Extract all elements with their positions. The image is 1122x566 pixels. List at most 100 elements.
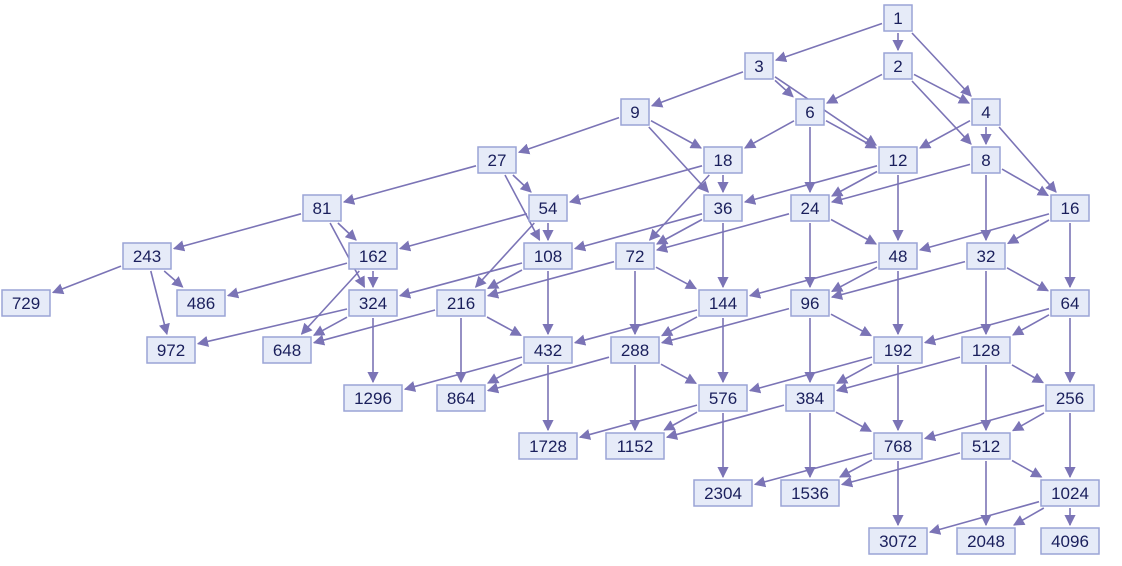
node-2048: 2048 — [956, 527, 1016, 555]
node-box — [785, 384, 835, 412]
node-972: 972 — [146, 336, 196, 364]
node-label: 729 — [12, 294, 40, 313]
node-box — [868, 527, 928, 555]
node-108: 108 — [523, 242, 573, 270]
node-box — [343, 384, 403, 412]
node-box — [620, 98, 650, 126]
node-4096: 4096 — [1040, 527, 1100, 555]
edge-24-to-48 — [830, 218, 877, 245]
node-box — [262, 336, 312, 364]
node-box — [956, 527, 1016, 555]
node-box — [961, 336, 1011, 364]
node-12: 12 — [878, 146, 918, 174]
node-label: 512 — [972, 437, 1000, 456]
edge-512-to-1536 — [840, 452, 961, 488]
node-box — [795, 98, 825, 126]
node-48: 48 — [878, 242, 918, 270]
node-box — [971, 146, 1001, 174]
node-288: 288 — [610, 336, 660, 364]
node-box — [348, 242, 398, 270]
node-box — [302, 194, 342, 222]
node-3: 3 — [744, 52, 774, 80]
node-256: 256 — [1045, 384, 1095, 412]
edge-16-to-32 — [1007, 219, 1050, 245]
edge-64-to-192 — [923, 307, 1050, 346]
node-box — [518, 432, 578, 460]
node-32: 32 — [966, 242, 1006, 270]
edge-144-to-432 — [573, 309, 698, 346]
node-label: 1728 — [529, 437, 567, 456]
node-6: 6 — [795, 98, 825, 126]
edge-3-to-12 — [774, 76, 877, 146]
node-label: 64 — [1061, 294, 1080, 313]
node-box — [1045, 384, 1095, 412]
node-box — [698, 289, 748, 317]
edge-288-to-576 — [660, 363, 697, 385]
node-box — [790, 194, 830, 222]
node-box — [1040, 527, 1100, 555]
node-label: 96 — [801, 294, 820, 313]
edge-3-to-9 — [650, 71, 744, 108]
node-label: 864 — [447, 389, 475, 408]
node-layer: 1234689121618242732364854647281961081281… — [1, 4, 1100, 555]
node-label: 32 — [977, 247, 996, 266]
node-label: 8 — [981, 151, 990, 170]
node-1296: 1296 — [343, 384, 403, 412]
edge-96-to-192 — [830, 313, 872, 337]
node-box — [693, 479, 753, 507]
edge-2-to-4 — [913, 73, 970, 104]
edge-256-to-512 — [1012, 412, 1045, 432]
edge-64-to-128 — [1012, 314, 1050, 336]
edge-2-to-8 — [911, 80, 972, 145]
node-128: 128 — [961, 336, 1011, 364]
node-54: 54 — [528, 194, 568, 222]
node-box — [146, 336, 196, 364]
node-box — [878, 146, 918, 174]
edge-216-to-432 — [486, 316, 522, 337]
node-512: 512 — [961, 432, 1011, 460]
node-box — [615, 242, 655, 270]
node-label: 144 — [709, 294, 737, 313]
node-box — [1, 289, 51, 317]
edge-1024-to-3072 — [928, 500, 1040, 535]
node-box — [1040, 479, 1100, 507]
node-label: 162 — [359, 247, 387, 266]
node-box — [883, 4, 913, 32]
edge-1024-to-2048 — [1013, 507, 1045, 526]
node-1536: 1536 — [780, 479, 840, 507]
edge-81-to-324 — [329, 222, 366, 288]
node-box — [436, 384, 486, 412]
edge-48-to-144 — [748, 260, 878, 299]
node-192: 192 — [873, 336, 923, 364]
node-label: 324 — [359, 294, 387, 313]
node-box — [873, 432, 923, 460]
node-label: 2304 — [704, 484, 742, 503]
edge-432-to-1296 — [403, 356, 523, 392]
edge-384-to-1152 — [665, 404, 785, 440]
edge-576-to-1152 — [663, 411, 698, 431]
edge-1-to-4 — [911, 32, 972, 97]
node-486: 486 — [176, 289, 226, 317]
edge-layer — [51, 22, 1076, 535]
node-18: 18 — [703, 146, 743, 174]
node-64: 64 — [1050, 289, 1090, 317]
node-label: 3 — [754, 57, 763, 76]
node-1728: 1728 — [518, 432, 578, 460]
node-2304: 2304 — [693, 479, 753, 507]
node-768: 768 — [873, 432, 923, 460]
node-box — [1050, 289, 1090, 317]
edge-192-to-384 — [836, 363, 873, 385]
node-label: 486 — [187, 294, 215, 313]
edge-54-to-216 — [474, 222, 535, 288]
edge-27-to-54 — [512, 174, 532, 193]
edge-216-to-648 — [312, 309, 436, 346]
edge-12-to-36 — [743, 165, 878, 205]
edge-324-to-648 — [313, 316, 348, 336]
edge-108-to-216 — [487, 269, 523, 290]
edge-4-to-16 — [998, 126, 1057, 193]
edge-243-to-729 — [51, 265, 122, 295]
node-324: 324 — [348, 289, 398, 317]
edge-384-to-768 — [835, 411, 872, 433]
node-label: 18 — [714, 151, 733, 170]
edge-36-to-108 — [573, 213, 703, 252]
